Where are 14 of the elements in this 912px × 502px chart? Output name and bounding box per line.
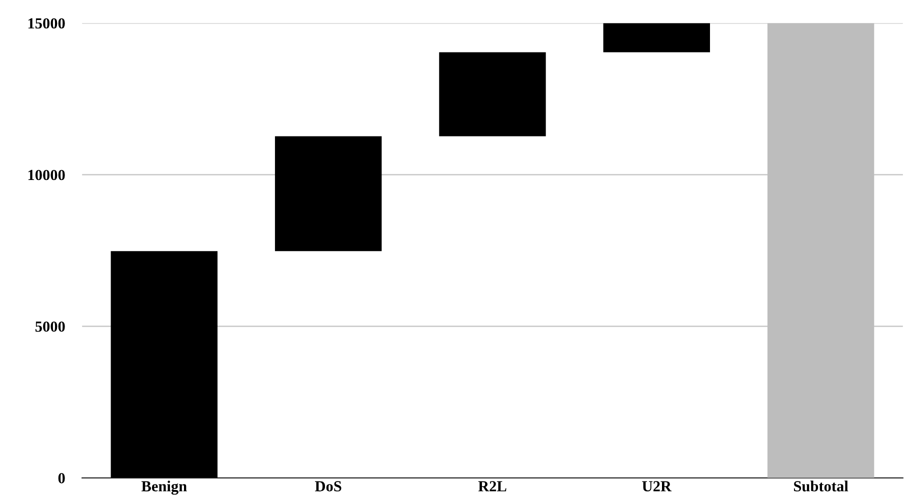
bar [767,23,874,478]
x-tick-label: Subtotal [794,480,848,492]
bar [274,136,382,252]
y-tick-label: 15000 [28,18,65,29]
x-tick-label: DoS [315,481,342,492]
bar [603,23,710,52]
y-tick-label: 0 [58,473,65,484]
y-tick-label: 10000 [28,170,65,180]
y-tick-label: 5000 [35,321,65,332]
bar [439,52,546,136]
x-tick-label: Benign [141,480,187,495]
bar [110,251,218,478]
x-tick-label: U2R [642,481,672,492]
x-tick-label: R2L [478,481,506,492]
